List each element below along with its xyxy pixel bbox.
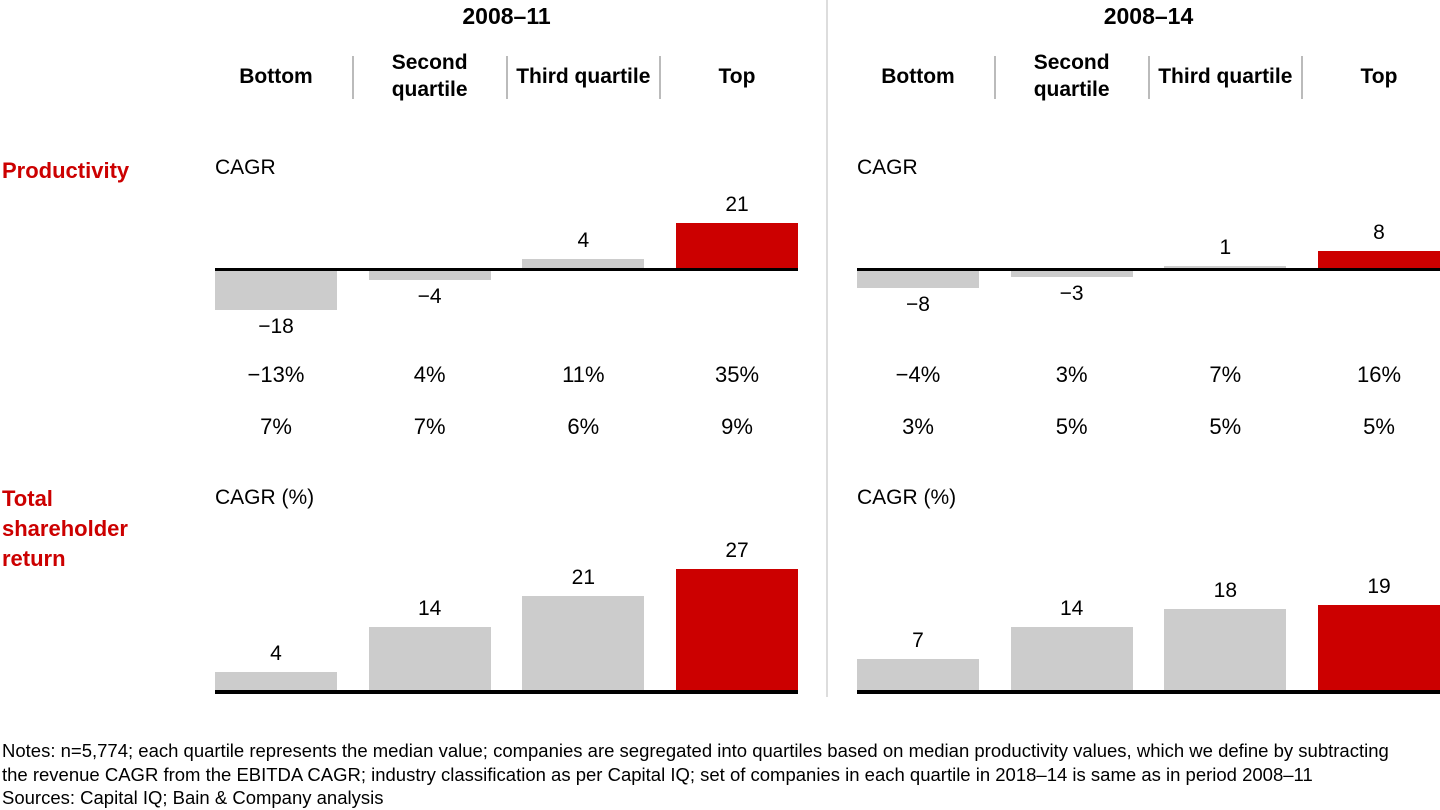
- bar-value-label: 21: [725, 193, 749, 216]
- bar-value-label: 1: [1219, 236, 1232, 259]
- column-header-third-quartile: Third quartile: [1158, 64, 1293, 88]
- bar-value-label: 19: [1367, 575, 1391, 598]
- bar-value-label: 14: [417, 597, 442, 620]
- row-label-productivity: Productivity: [2, 158, 130, 183]
- bar-value-label: −8: [906, 293, 930, 316]
- bar-value-label: 14: [1059, 597, 1084, 620]
- percent-value: 7%: [260, 414, 292, 439]
- column-header-second-quartile: Second quartile: [391, 51, 468, 101]
- axis-label: CAGR (%): [215, 486, 315, 509]
- percent-value: 3%: [902, 414, 934, 439]
- percent-value: 5%: [1055, 414, 1088, 439]
- header-separator: [352, 56, 355, 99]
- footnote-line: Sources: Capital IQ; Bain & Company anal…: [2, 787, 384, 808]
- percent-value: 5%: [1363, 414, 1395, 439]
- footnotes: Notes: n=5,774; each quartile represents…: [2, 739, 1389, 810]
- bar-second-quartile: [368, 271, 491, 280]
- bar-value-label: −18: [258, 315, 294, 338]
- percent-value: 9%: [721, 414, 753, 439]
- percent-value: 3%: [1055, 362, 1088, 387]
- header-separator: [1147, 56, 1150, 99]
- column-header-bottom: Bottom: [881, 64, 955, 88]
- bar-bottom: [857, 271, 979, 288]
- bar-bottom: [857, 659, 979, 690]
- percent-value: −13%: [247, 362, 305, 387]
- bar-top: [1318, 605, 1440, 690]
- bar-bottom: [215, 672, 337, 690]
- bar-value-label: 4: [270, 642, 282, 665]
- column-header-second-quartile: Second quartile: [1033, 51, 1110, 101]
- percent-value: 7%: [413, 414, 446, 439]
- axis-label: CAGR: [857, 156, 918, 179]
- baseline: [857, 690, 1440, 694]
- baseline: [857, 268, 1440, 271]
- period-title: 2008–14: [1103, 3, 1194, 29]
- percent-value: 16%: [1356, 362, 1402, 387]
- bar-value-label: 7: [912, 629, 924, 652]
- column-header-bottom: Bottom: [239, 64, 313, 88]
- bar-bottom: [215, 271, 337, 310]
- percent-value: −4%: [895, 362, 941, 387]
- bar-value-label: 8: [1373, 221, 1385, 244]
- percent-value: 5%: [1209, 414, 1242, 439]
- bar-third-quartile: [522, 259, 645, 268]
- baseline: [215, 268, 798, 271]
- bar-value-label: −3: [1059, 282, 1084, 305]
- bar-second-quartile: [1010, 271, 1133, 277]
- bar-third-quartile: [1164, 266, 1287, 268]
- header-separator: [505, 56, 508, 99]
- footnote-line: the revenue CAGR from the EBITDA CAGR; i…: [2, 763, 1313, 785]
- bar-value-label: 4: [577, 229, 590, 252]
- bar-value-label: 27: [725, 539, 749, 562]
- period-title: 2008–11: [462, 3, 551, 29]
- column-header-top: Top: [718, 64, 756, 88]
- column-header-third-quartile: Third quartile: [516, 64, 651, 88]
- footnote-line: Notes: n=5,774; each quartile represents…: [2, 740, 1389, 761]
- percent-value: 4%: [413, 362, 446, 387]
- bar-third-quartile: [1164, 609, 1287, 690]
- bar-value-label: 18: [1213, 579, 1237, 602]
- bar-top: [676, 223, 798, 268]
- bar-value-label: 21: [571, 566, 595, 589]
- percent-value: 35%: [714, 362, 760, 387]
- column-header-top: Top: [1360, 64, 1398, 88]
- header-separator: [1301, 56, 1304, 99]
- percent-value: 11%: [562, 362, 605, 387]
- row-label-total-shareholder-return: Total shareholder return: [2, 486, 128, 571]
- baseline: [215, 690, 798, 694]
- axis-label: CAGR: [215, 156, 276, 179]
- bar-third-quartile: [522, 596, 645, 690]
- panel-divider: [826, 0, 828, 697]
- header-separator: [659, 56, 662, 99]
- bar-second-quartile: [368, 627, 491, 690]
- percent-value: 7%: [1209, 362, 1242, 387]
- axis-label: CAGR (%): [857, 486, 957, 509]
- bar-top: [676, 569, 798, 690]
- percent-value: 6%: [567, 414, 600, 439]
- header-separator: [994, 56, 997, 99]
- bar-second-quartile: [1010, 627, 1133, 690]
- bar-value-label: −4: [417, 285, 442, 308]
- bar-top: [1318, 251, 1440, 268]
